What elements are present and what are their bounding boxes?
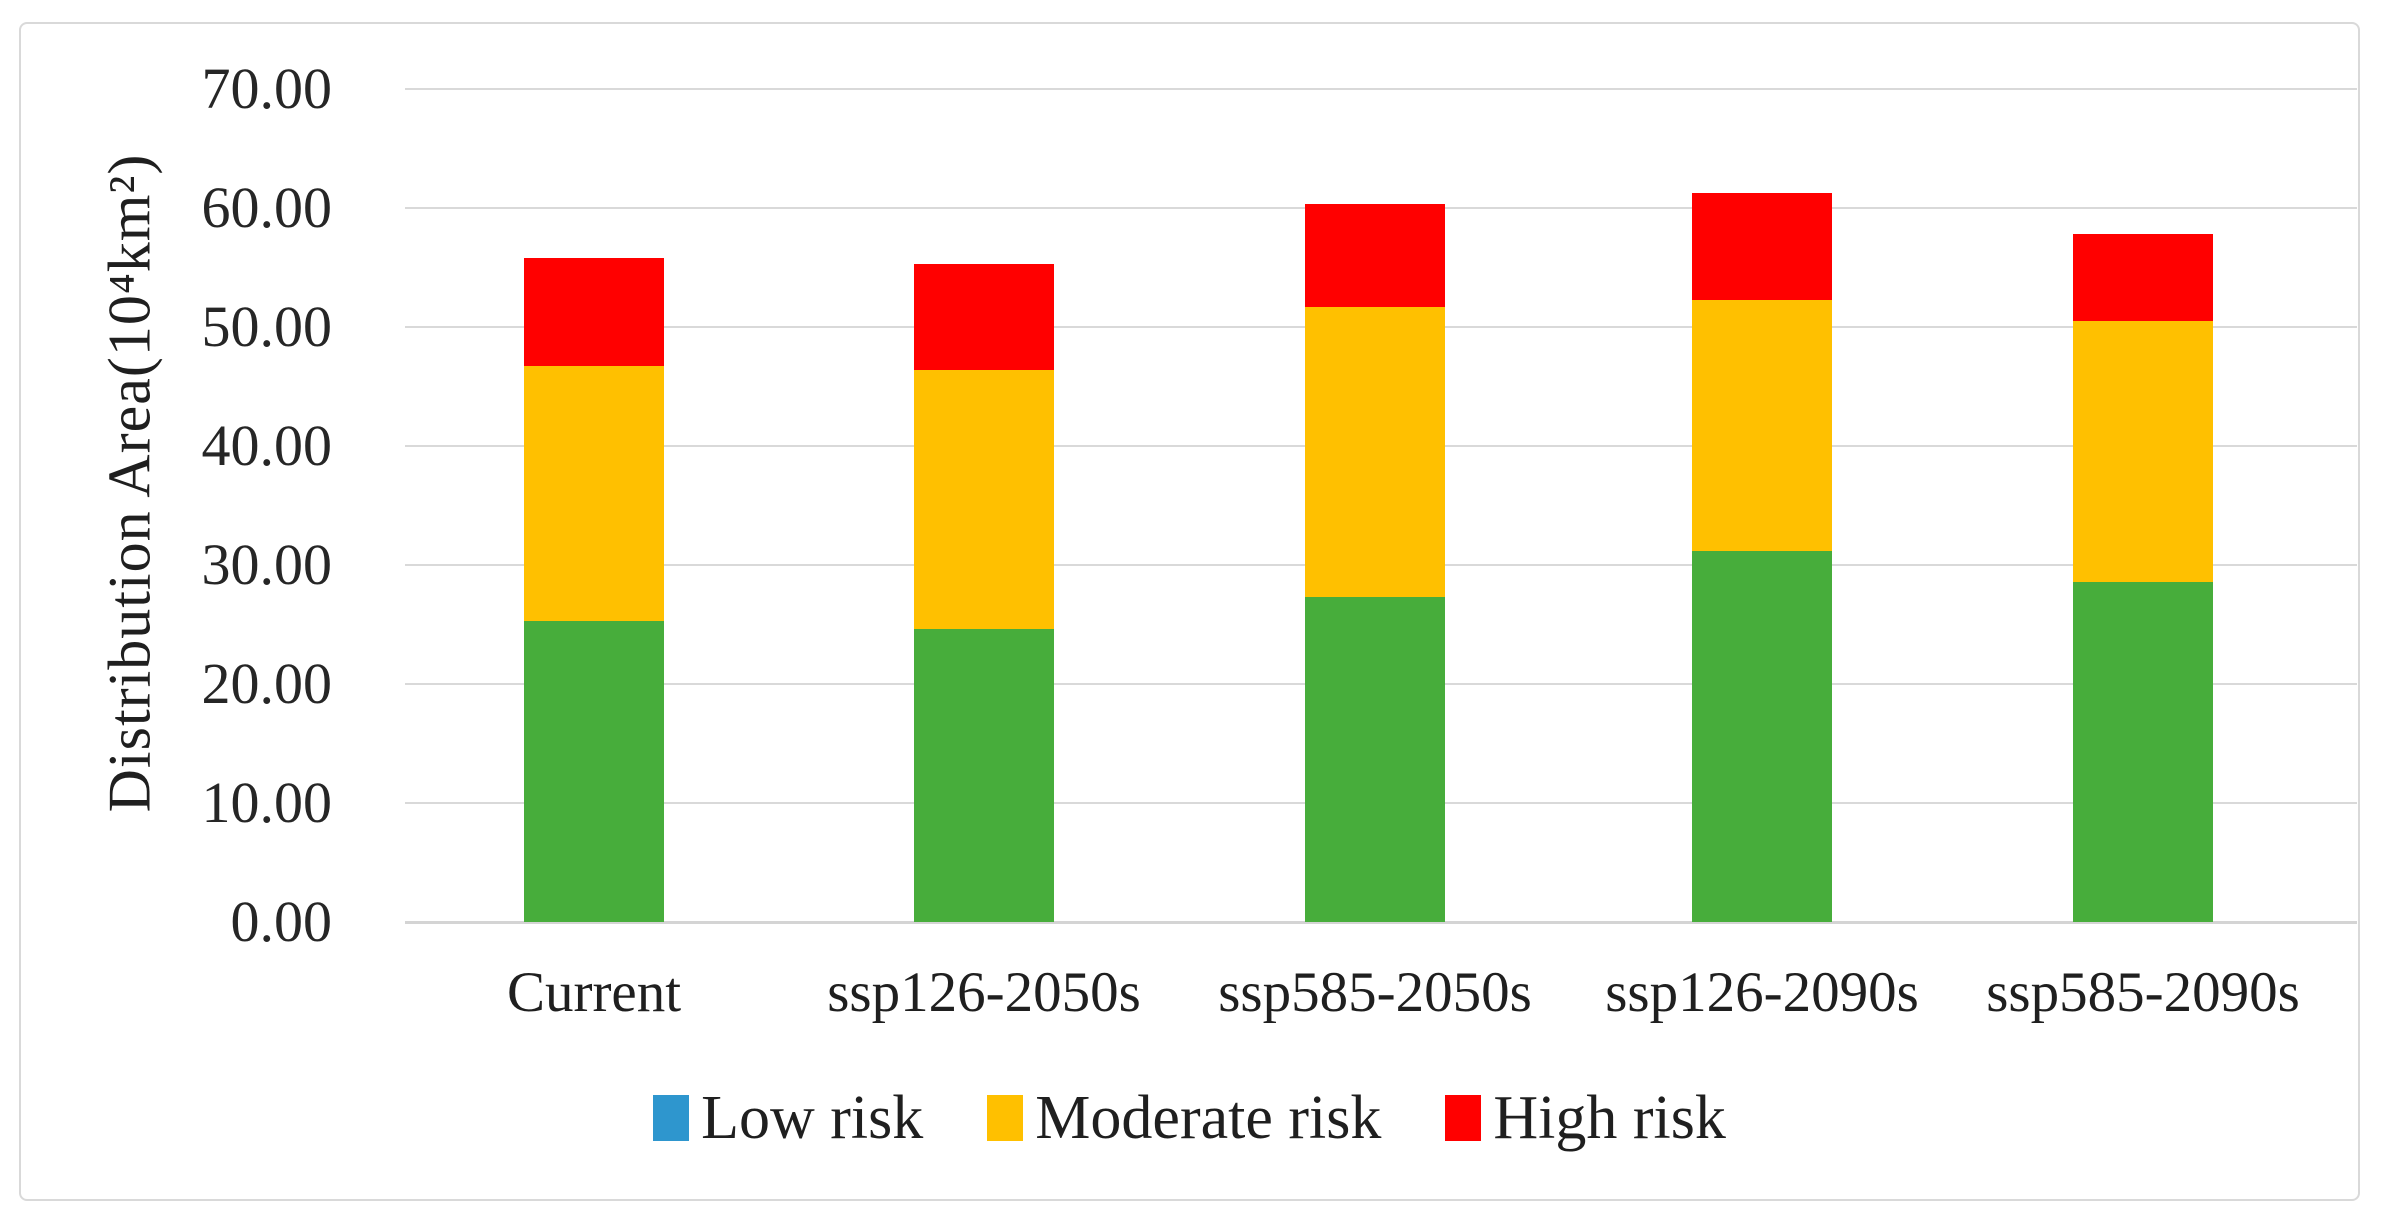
bar-segment-low-risk-ssp126-2050s [914, 629, 1054, 922]
legend-label: Low risk [701, 1084, 924, 1152]
bar-segment-high-risk-ssp585-2090s [2073, 234, 2213, 322]
legend-swatch-icon [987, 1095, 1024, 1141]
bar-segment-moderate-risk-ssp585-2050s [1305, 306, 1445, 598]
legend-swatch-icon [1445, 1095, 1482, 1141]
x-axis-line [405, 921, 2357, 924]
x-category-label: ssp126-2050s [827, 961, 1141, 1024]
x-category-label: Current [506, 961, 682, 1024]
y-axis-title: Distribution Area(10⁴km²) [96, 153, 163, 813]
chart-card: Distribution Area(10⁴km²) 0.00 10.00 20.00… [19, 22, 2360, 1201]
bar-segment-low-risk-current [524, 620, 664, 922]
bar-segment-moderate-risk-current [524, 366, 664, 621]
legend-label: Moderate risk [1035, 1084, 1382, 1152]
legend-item-moderate-risk: Moderate risk [987, 1087, 1381, 1149]
bar-segment-moderate-risk-ssp126-2090s [1692, 299, 1832, 551]
bar-segment-high-risk-ssp126-2090s [1692, 192, 1832, 300]
legend: Low risk Moderate risk High risk [21, 1087, 2358, 1149]
bar-segment-moderate-risk-ssp585-2090s [2073, 321, 2213, 582]
bar-segment-moderate-risk-ssp126-2050s [914, 369, 1054, 630]
y-tick-label: 70.00 [201, 56, 333, 121]
y-tick-label: 50.00 [201, 294, 333, 359]
legend-item-high-risk: High risk [1445, 1087, 1726, 1149]
bar-segment-high-risk-ssp585-2050s [1305, 204, 1445, 307]
legend-label: High risk [1493, 1084, 1726, 1152]
legend-item-low-risk: Low risk [653, 1087, 923, 1149]
legend-swatch-icon [653, 1095, 690, 1141]
x-category-label: ssp585-2050s [1218, 961, 1532, 1024]
bar-segment-high-risk-ssp126-2050s [914, 263, 1054, 370]
y-tick-label: 0.00 [230, 889, 333, 954]
bar-segment-low-risk-ssp126-2090s [1692, 550, 1832, 922]
bar-segment-low-risk-ssp585-2090s [2073, 581, 2213, 922]
bar-segment-low-risk-ssp585-2050s [1305, 597, 1445, 922]
gridline [405, 88, 2357, 90]
x-category-label: ssp585-2090s [1986, 961, 2300, 1024]
y-tick-label: 30.00 [201, 532, 333, 597]
y-tick-label: 60.00 [201, 175, 333, 240]
y-tick-label: 10.00 [201, 770, 333, 835]
y-tick-label: 40.00 [201, 413, 333, 478]
x-category-label: ssp126-2090s [1605, 961, 1919, 1024]
bar-segment-high-risk-current [524, 257, 664, 367]
y-tick-label: 20.00 [201, 651, 333, 716]
